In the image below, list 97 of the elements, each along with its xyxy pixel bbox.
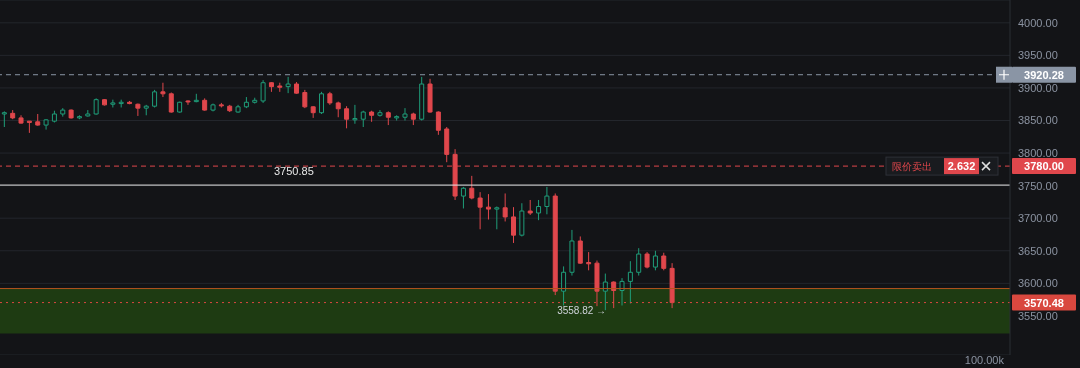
candlestick: [661, 252, 667, 271]
candlestick: [102, 98, 107, 107]
candlestick: [177, 101, 183, 114]
ref-line-label: 3750.85: [274, 165, 314, 178]
candlestick: [402, 107, 408, 121]
candlestick: [419, 76, 425, 121]
y-tick-label: 3800.00: [1018, 146, 1058, 159]
candlestick: [293, 81, 299, 95]
candlestick: [60, 107, 66, 118]
candlestick: [335, 101, 341, 118]
ref-line-label: 3780.00: [1024, 160, 1064, 173]
annotation: 3558.82 →: [557, 305, 607, 317]
candlestick: [427, 78, 433, 114]
candlestick: [310, 105, 316, 119]
candlestick: [586, 251, 592, 271]
candlestick: [352, 104, 358, 125]
candlestick: [118, 99, 124, 108]
candlestick: [327, 91, 333, 106]
y-tick-label: 3900.00: [1018, 81, 1058, 94]
candlestick: [127, 100, 133, 105]
candlestick: [277, 82, 283, 93]
candlestick: [210, 103, 216, 112]
candlestick: [285, 76, 291, 94]
candlestick: [519, 202, 525, 237]
candlestick: [43, 118, 49, 131]
candlestick: [51, 110, 57, 123]
candlestick: [135, 103, 141, 117]
candlestick: [160, 82, 166, 98]
annotation: 100.00k: [964, 354, 1005, 366]
candlestick: [627, 260, 633, 305]
candlestick: [494, 205, 500, 230]
candlestick: [243, 96, 249, 109]
candlestick: [218, 102, 224, 108]
candlestick: [435, 110, 441, 136]
ref-line-label: 3570.48: [1024, 296, 1064, 309]
candlestick: [385, 110, 391, 126]
candlestick: [93, 97, 99, 116]
candlestick: [594, 260, 600, 307]
candlestick: [252, 97, 258, 105]
candlestick: [561, 265, 567, 306]
candlestick: [394, 114, 400, 121]
candlestick: [302, 89, 308, 109]
y-tick-label: 3700.00: [1018, 212, 1058, 225]
candlestick: [552, 192, 558, 296]
candlestick: [377, 109, 383, 118]
candlestick: [477, 191, 483, 230]
candlestick: [577, 235, 583, 265]
y-tick-label: 3550.00: [1018, 309, 1058, 322]
candlestick: [369, 110, 375, 123]
candlestick: [536, 199, 542, 221]
candlestick: [469, 175, 475, 200]
candlestick: [644, 251, 650, 269]
annotation: 限价卖出: [892, 161, 932, 173]
ref-line-label: 3920.28: [1024, 68, 1064, 81]
candlestick: [227, 104, 233, 113]
candlestick: [619, 277, 625, 306]
candlestick: [460, 186, 466, 209]
y-tick-label: 3950.00: [1018, 49, 1058, 62]
candlestick: [410, 112, 416, 126]
candlestick: [485, 193, 491, 221]
candlestick: [344, 105, 350, 129]
candlestick: [636, 247, 642, 277]
candlestick: [569, 229, 575, 277]
candlestick: [68, 108, 74, 120]
candlestick: [193, 93, 199, 103]
candlestick: [168, 92, 174, 114]
candlestick: [319, 91, 325, 115]
candlestick: [152, 89, 158, 108]
candlestick: [185, 99, 191, 106]
candlestick: [76, 114, 82, 120]
candlestick: [602, 273, 608, 311]
candlestick: [35, 113, 41, 127]
candlestick: [611, 280, 617, 309]
candlestick: [444, 126, 450, 163]
candlestick: [260, 79, 266, 104]
y-tick-label: 3750.00: [1018, 179, 1058, 192]
candlestick: [110, 99, 116, 108]
candlestick: [502, 192, 508, 222]
candlestick: [652, 250, 658, 271]
y-tick-label: 3850.00: [1018, 114, 1058, 127]
y-tick-label: 4000.00: [1018, 16, 1058, 29]
annotation: 2.632: [947, 160, 976, 173]
candlestick: [669, 262, 675, 309]
candlestick: [527, 199, 533, 216]
y-tick-label: 3650.00: [1018, 244, 1058, 257]
candlestick: [202, 97, 208, 112]
candlestick: [235, 104, 241, 114]
candlestick: [26, 120, 32, 134]
y-tick-label: 3600.00: [1018, 277, 1058, 290]
candlestick: [511, 206, 517, 244]
candlestick: [268, 81, 274, 93]
candlestick: [10, 109, 16, 120]
candlestick: [544, 186, 550, 215]
candlestick: [18, 114, 24, 125]
candlestick: [85, 109, 91, 118]
candlestick: [360, 110, 366, 128]
candlestick: [143, 104, 149, 116]
